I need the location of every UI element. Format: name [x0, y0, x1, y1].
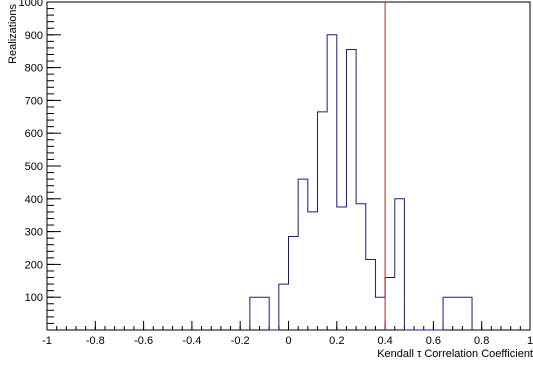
x-tick-label: 0.4 — [377, 335, 392, 347]
histogram-series — [249, 34, 473, 331]
x-tick-label: -0.4 — [182, 335, 201, 347]
y-tick-label: 300 — [25, 227, 43, 239]
x-axis: -1 -0.8 -0.6 -0.4 -0.2 0 0.2 0.4 0.6 0.8 1 — [42, 321, 533, 347]
y-tick-label: 900 — [25, 30, 43, 42]
x-tick-label: 1 — [527, 335, 533, 347]
y-tick-label: 400 — [25, 194, 43, 206]
x-tick-label: -0.8 — [86, 335, 105, 347]
y-tick-label: 700 — [25, 95, 43, 107]
y-tick-label: 800 — [25, 63, 43, 75]
x-tick-label: -0.6 — [134, 335, 153, 347]
x-tick-label: 0 — [285, 335, 291, 347]
x-tick-label: -0.2 — [231, 335, 250, 347]
x-tick-label: 0.8 — [474, 335, 489, 347]
x-tick-label: 0.6 — [426, 335, 441, 347]
y-tick-label: 1000 — [19, 0, 43, 9]
y-axis-title: Realizations — [7, 4, 19, 64]
y-tick-label: 600 — [25, 128, 43, 140]
y-tick-label: 200 — [25, 259, 43, 271]
y-axis: 100 200 300 400 500 600 700 800 900 1000 — [19, 0, 61, 331]
x-axis-title: Kendall τ Correlation Coefficient — [377, 348, 533, 360]
y-tick-label: 500 — [25, 161, 43, 173]
y-tick-label: 100 — [25, 292, 43, 304]
x-tick-label: -1 — [42, 335, 52, 347]
x-tick-label: 0.2 — [329, 335, 344, 347]
